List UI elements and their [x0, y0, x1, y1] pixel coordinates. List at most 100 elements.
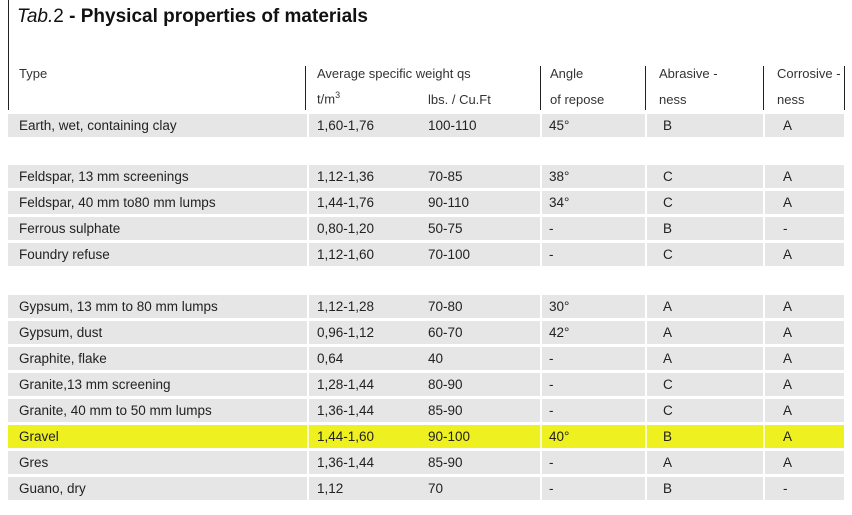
column-divider [540, 217, 542, 240]
column-divider [540, 451, 542, 474]
cell-lbs: 85-90 [428, 403, 463, 418]
cell-t-m3: 1,12-1,28 [317, 299, 375, 314]
header-ness-abrasive: ness [659, 92, 687, 107]
column-divider [763, 373, 765, 396]
cell-angle: - [549, 221, 554, 236]
column-divider [540, 347, 542, 370]
title-number: 2 [53, 6, 64, 27]
cell-corrosive: A [783, 247, 793, 262]
table-row: Graphite, flake 0,64 40 - A A [8, 347, 844, 370]
column-divider [645, 399, 647, 422]
header-t-m3: t/m3 [317, 90, 340, 106]
column-divider [540, 114, 542, 137]
cell-t-m3: 1,28-1,44 [317, 377, 375, 392]
cell-corrosive: A [783, 429, 793, 444]
cell-t-m3: 0,64 [317, 351, 344, 366]
column-divider [307, 295, 309, 318]
column-divider [307, 477, 309, 500]
cell-t-m3: 1,36-1,44 [317, 455, 375, 470]
cell-type: Granite,13 mm screening [19, 377, 171, 392]
cell-abrasive: A [663, 325, 673, 340]
column-divider [307, 114, 309, 137]
cell-corrosive: A [783, 455, 793, 470]
cell-t-m3: 1,12 [317, 481, 344, 496]
cell-type: Gypsum, dust [19, 325, 103, 340]
column-divider [763, 347, 765, 370]
cell-type: Granite, 40 mm to 50 mm lumps [19, 403, 212, 418]
table-row: Gres 1,36-1,44 85-90 - A A [8, 451, 844, 474]
table-row: Gravel 1,44-1,60 90-100 40° B A [8, 425, 844, 448]
cell-abrasive: C [663, 247, 673, 262]
cell-abrasive: A [663, 299, 673, 314]
header-rule-1 [305, 66, 306, 110]
table-row: Ferrous sulphate 0,80-1,20 50-75 - B - [8, 217, 844, 240]
title-prefix: Tab. [17, 6, 54, 27]
cell-angle: - [549, 403, 554, 418]
cell-lbs: 40 [428, 351, 444, 366]
column-divider [763, 451, 765, 474]
cell-angle: 30° [549, 299, 570, 314]
cell-lbs: 85-90 [428, 455, 463, 470]
cell-t-m3: 1,60-1,76 [317, 118, 375, 133]
cell-angle: - [549, 377, 554, 392]
table-row: Feldspar, 40 mm to80 mm lumps 1,44-1,76 90… [8, 191, 844, 214]
cell-corrosive: A [783, 403, 793, 418]
column-divider [645, 243, 647, 266]
column-divider [763, 217, 765, 240]
column-divider [307, 451, 309, 474]
header-of-repose: of repose [550, 92, 605, 107]
column-divider [645, 295, 647, 318]
cell-abrasive: C [663, 195, 673, 210]
column-divider [307, 347, 309, 370]
cell-abrasive: B [663, 429, 673, 444]
cell-corrosive: - [783, 221, 788, 236]
header-avg-weight: Average specific weight qs [317, 66, 471, 81]
cell-angle: 45° [549, 118, 570, 133]
table-title: Tab.2 - Physical properties of materials [17, 6, 368, 28]
column-divider [763, 191, 765, 214]
cell-angle: - [549, 481, 554, 496]
column-divider [763, 114, 765, 137]
column-divider [645, 373, 647, 396]
cell-abrasive: A [663, 455, 673, 470]
cell-lbs: 80-90 [428, 377, 463, 392]
header-t-m3-exp: 3 [335, 90, 341, 100]
header-abrasive: Abrasive - [659, 66, 718, 81]
column-divider [307, 373, 309, 396]
cell-lbs: 90-100 [428, 429, 471, 444]
header-rule-4 [763, 66, 764, 110]
cell-lbs: 70-100 [428, 247, 471, 262]
column-divider [540, 399, 542, 422]
cell-t-m3: 1,44-1,76 [317, 195, 375, 210]
cell-t-m3: 0,80-1,20 [317, 221, 375, 236]
cell-abrasive: C [663, 169, 673, 184]
header-angle: Angle [550, 66, 584, 81]
cell-type: Foundry refuse [19, 247, 110, 262]
column-divider [307, 243, 309, 266]
table-row: Gypsum, dust 0,96-1,12 60-70 42° A A [8, 321, 844, 344]
column-divider [540, 373, 542, 396]
column-divider [540, 243, 542, 266]
cell-t-m3: 0,96-1,12 [317, 325, 375, 340]
cell-angle: 34° [549, 195, 570, 210]
left-rule [8, 0, 9, 110]
cell-angle: 42° [549, 325, 570, 340]
column-divider [540, 425, 542, 448]
cell-corrosive: - [783, 481, 788, 496]
column-divider [540, 191, 542, 214]
column-divider [645, 114, 647, 137]
table-row: Granite,13 mm screening 1,28-1,44 80-90 - C A [8, 373, 844, 396]
column-divider [763, 165, 765, 188]
column-divider [645, 451, 647, 474]
table-row: Granite, 40 mm to 50 mm lumps 1,36-1,44 85… [8, 399, 844, 422]
column-divider [645, 165, 647, 188]
column-divider [307, 165, 309, 188]
title-dash: - [63, 6, 81, 27]
cell-angle: 38° [549, 169, 570, 184]
header-lbs: lbs. / Cu.Ft [428, 92, 491, 107]
cell-angle: 40° [549, 429, 570, 444]
cell-abrasive: B [663, 481, 673, 496]
column-divider [763, 243, 765, 266]
column-divider [540, 477, 542, 500]
header-rule-2 [540, 66, 541, 110]
